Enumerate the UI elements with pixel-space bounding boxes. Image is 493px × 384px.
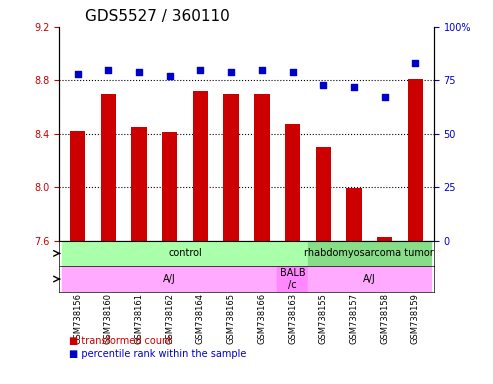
Point [73,71,81,77]
Point [288,69,296,75]
Bar [316,147,331,240]
Bar [254,94,270,240]
Text: A/J: A/J [363,274,376,284]
Bar [162,132,177,240]
Bar [308,266,431,292]
Bar [193,91,208,240]
Bar [223,94,239,240]
Point [166,73,174,79]
Point [135,69,143,75]
Point [227,69,235,75]
Bar [377,237,392,240]
Bar [70,131,85,240]
Point [350,84,358,90]
Bar [346,189,362,240]
Text: ■ percentile rank within the sample: ■ percentile rank within the sample [69,349,246,359]
Text: rhabdomyosarcoma tumor: rhabdomyosarcoma tumor [305,248,434,258]
Bar [62,240,308,266]
Bar [101,94,116,240]
Point [105,66,112,73]
Point [319,81,327,88]
Bar [131,127,147,240]
Text: ■ transformed count: ■ transformed count [69,336,172,346]
Bar [277,266,308,292]
Bar [62,266,277,292]
Point [412,60,420,66]
Point [258,66,266,73]
Point [197,66,205,73]
Point [381,94,388,101]
Text: GDS5527 / 360110: GDS5527 / 360110 [85,9,230,24]
Text: BALB
/c: BALB /c [280,268,305,290]
Text: A/J: A/J [163,274,176,284]
Text: control: control [168,248,202,258]
Bar [308,240,431,266]
Bar [408,79,423,240]
Bar [285,124,300,240]
